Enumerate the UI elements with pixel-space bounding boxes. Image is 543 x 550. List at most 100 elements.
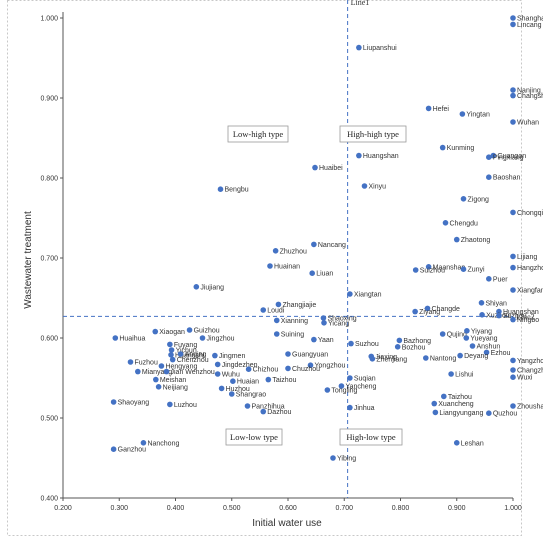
data-point	[490, 152, 497, 159]
data-point	[448, 371, 454, 377]
point-label: Nantong	[430, 356, 457, 363]
data-point	[324, 387, 331, 393]
point-label: Bozhou	[402, 344, 426, 351]
data-point	[478, 300, 485, 306]
y-tick-label: 0.700	[40, 256, 58, 263]
y-tick-label: 0.900	[40, 96, 58, 103]
data-point	[412, 267, 419, 273]
point-label: Jian Wenzhou	[171, 369, 215, 376]
data-point	[169, 356, 176, 363]
data-point	[348, 340, 354, 347]
point-label: Huangshan	[503, 309, 539, 316]
point-label: Maanshan	[433, 264, 466, 271]
point-label: Zhaotong	[461, 237, 491, 244]
line2-label: Line2	[516, 312, 535, 321]
data-point	[273, 317, 280, 324]
data-point	[441, 393, 447, 400]
x-tick-label: 0.900	[448, 505, 466, 512]
data-point	[312, 164, 318, 171]
data-point	[260, 307, 267, 313]
data-point	[369, 356, 376, 362]
outer-frame	[7, 0, 522, 536]
point-label: Tongling	[331, 388, 357, 395]
data-point	[112, 335, 119, 341]
data-point	[212, 352, 218, 359]
point-label: Bengbu	[225, 187, 249, 194]
point-label: Xuancheng	[438, 401, 474, 408]
point-label: Huangshan	[363, 153, 399, 160]
data-point	[464, 328, 470, 334]
point-label: Hangzhou	[517, 265, 543, 272]
point-label: Taizhou	[448, 394, 472, 401]
point-label: Liuan	[316, 271, 333, 278]
point-label: Ningbo	[517, 317, 539, 324]
point-label: Luzhou	[174, 402, 197, 409]
data-point	[152, 328, 159, 335]
quadrant-labels: Low-high type High-high type Low-low type H…	[225, 125, 407, 446]
point-label: Jiujiang	[200, 284, 224, 291]
data-point	[228, 391, 235, 397]
data-point	[199, 335, 206, 341]
data-point	[338, 383, 345, 389]
x-tick-label: 0.700	[335, 505, 353, 512]
data-point	[186, 327, 193, 333]
point-label: Xiaogan	[159, 329, 185, 336]
data-point	[442, 220, 449, 226]
data-point	[140, 440, 147, 446]
point-label: Bazhong	[403, 338, 431, 345]
data-point	[486, 276, 492, 282]
data-point	[496, 312, 502, 319]
point-label: Huaibei	[319, 165, 343, 172]
point-label: Chizhou	[253, 367, 279, 374]
x-tick-label: 0.400	[167, 505, 185, 512]
data-point	[510, 209, 516, 216]
point-label: Xiangtan	[354, 292, 382, 299]
data-point	[244, 403, 251, 409]
data-point	[311, 336, 317, 343]
data-point	[510, 253, 516, 260]
data-point	[347, 404, 353, 411]
point-label: Nancang	[318, 242, 346, 249]
point-label: Changde	[432, 306, 461, 313]
data-point	[439, 331, 446, 337]
data-point	[285, 351, 291, 357]
point-label: Shaoyang	[118, 400, 150, 407]
data-point	[510, 287, 516, 293]
data-point	[510, 119, 516, 125]
point-label: Shaoxing	[327, 316, 356, 323]
data-point	[245, 366, 252, 373]
point-label: Liupanshui	[363, 45, 397, 52]
data-point	[155, 384, 162, 390]
y-tick-label: 0.600	[40, 336, 58, 343]
data-point	[127, 359, 134, 365]
x-tick-label: 1.000	[504, 505, 522, 512]
quadrant-label-top-right: High-high type	[347, 129, 399, 139]
data-point	[510, 264, 516, 271]
data-point	[309, 270, 315, 277]
point-label: Yaan	[318, 337, 334, 344]
axes: 0.200 0.300 0.400 0.500 0.600 0.700 0.800 0.900…	[40, 12, 522, 512]
data-point	[193, 284, 200, 290]
x-tick-label: 0.200	[54, 505, 72, 512]
y-tick-label: 1.000	[40, 16, 58, 23]
x-tick-label: 0.500	[223, 505, 241, 512]
point-label: Anqing	[185, 352, 207, 359]
data-point	[167, 401, 173, 408]
point-label: Kunming	[447, 145, 475, 152]
data-point	[167, 341, 173, 348]
point-label: Wuxi	[517, 375, 533, 382]
data-point	[347, 291, 353, 297]
point-label: Wuhan	[517, 120, 539, 127]
point-label: Huaihua	[119, 336, 145, 343]
y-axis-label: Wastewater treatment	[23, 211, 34, 309]
point-label: Meishan	[160, 377, 187, 384]
point-label: Chengdu	[450, 220, 479, 227]
data-point	[459, 111, 466, 117]
point-label: Dazhou	[267, 409, 291, 416]
x-tick-label: 0.800	[392, 505, 410, 512]
data-point	[510, 374, 516, 381]
data-point	[453, 236, 460, 243]
data-point	[272, 248, 279, 254]
point-label: Shiyan	[486, 300, 508, 307]
x-tick-label: 0.300	[110, 505, 128, 512]
